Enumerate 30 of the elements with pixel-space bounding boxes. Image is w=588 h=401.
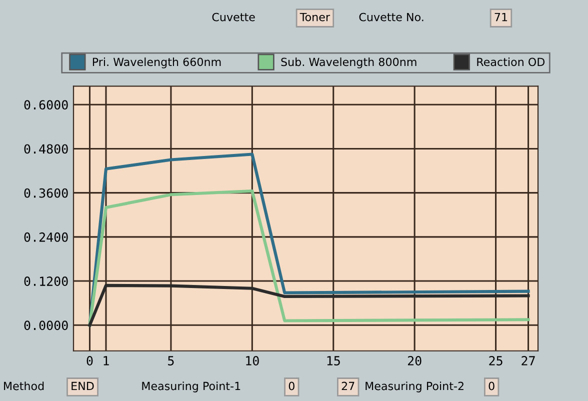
text: 0 xyxy=(488,382,494,390)
text: Method xyxy=(4,382,44,390)
text: Measuring Point-1 xyxy=(142,382,240,392)
x-tick-label: 15 xyxy=(327,356,340,366)
y-tick-label: 0.0000 xyxy=(24,320,68,330)
y-tick-label: 0.3600 xyxy=(24,188,68,198)
x-tick-label: 27 xyxy=(522,356,535,366)
y-tick-label: 0.1200 xyxy=(24,276,68,286)
x-tick-label: 20 xyxy=(408,356,422,366)
text: END xyxy=(72,382,94,390)
x-tick-label: 25 xyxy=(489,356,502,366)
legend-label: Reaction OD xyxy=(477,58,545,66)
text: 27 xyxy=(342,382,354,390)
line-series xyxy=(88,189,530,327)
text: 71 xyxy=(494,13,508,22)
legend-label: Sub. Wavelength 800nm xyxy=(281,58,416,68)
x-tick-label: 10 xyxy=(246,356,259,366)
line-series xyxy=(88,284,530,327)
text: 0 xyxy=(288,382,294,390)
text: Cuvette xyxy=(212,12,255,22)
x-tick-label: 5 xyxy=(168,356,174,366)
text: Cuvette No. xyxy=(359,12,424,22)
y-tick-label: 0.2400 xyxy=(24,232,68,242)
text: Measuring Point-2 xyxy=(366,382,464,392)
y-tick-label: 0.6000 xyxy=(24,100,68,110)
x-tick-label: 1 xyxy=(104,356,109,366)
x-tick-label: 0 xyxy=(86,356,93,366)
legend-label: Pri. Wavelength 660nm xyxy=(92,58,221,68)
y-tick-label: 0.4800 xyxy=(24,144,68,154)
text: Toner xyxy=(300,13,330,22)
